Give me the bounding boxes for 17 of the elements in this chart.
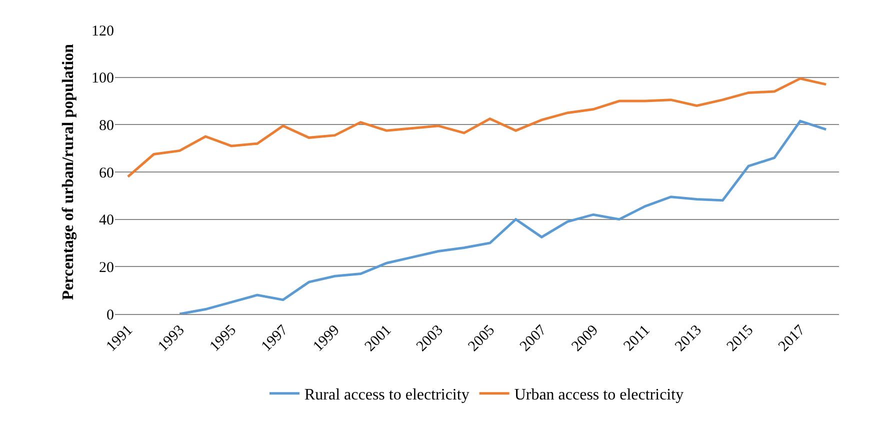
legend-label: Rural access to electricity [304, 386, 470, 404]
line-series [178, 120, 828, 314]
x-tick-label: 1991 [104, 322, 136, 355]
line-series [126, 77, 828, 178]
y-tick-label: 100 [92, 70, 114, 87]
y-tick-label: 80 [99, 118, 114, 134]
y-tick-label: 40 [99, 212, 114, 229]
y-tick-label: 20 [99, 260, 114, 276]
legend-label: Urban access to electricity [514, 386, 684, 404]
x-tick-label: 2011 [621, 322, 654, 354]
x-tick-label: 1999 [310, 322, 343, 355]
x-tick-label: 2001 [362, 322, 395, 355]
y-tick-label: 120 [92, 23, 114, 40]
x-tick-label: 1993 [155, 322, 188, 355]
y-axis-title: Percentage of urban/rural population [60, 44, 77, 300]
y-tick-label: 0 [106, 307, 114, 324]
y-tick-label: 60 [99, 165, 114, 182]
